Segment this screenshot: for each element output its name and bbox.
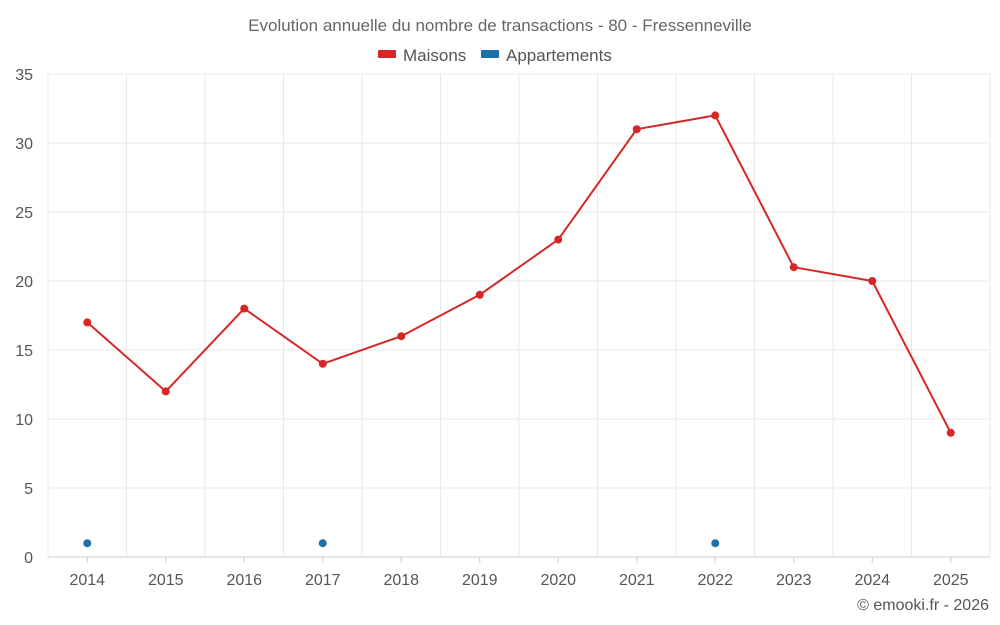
series-appartements — [83, 539, 720, 548]
data-point-maisons[interactable] — [318, 359, 327, 368]
data-point-maisons[interactable] — [475, 290, 484, 299]
x-tick-label: 2024 — [854, 572, 890, 589]
x-axis: 2014 2015 2016 2017 2018 2019 2020 2021 2022 2023… — [69, 557, 969, 589]
chart-title: Evolution annuelle du nombre de transact… — [248, 16, 752, 35]
x-tick-label: 2023 — [776, 572, 812, 589]
series-maisons — [83, 111, 955, 437]
credit-text: © emooki.fr - 2026 — [857, 597, 989, 614]
x-tick-label: 2019 — [462, 572, 498, 589]
y-tick-label: 30 — [15, 136, 33, 153]
data-point-maisons[interactable] — [554, 235, 563, 244]
legend-item-appartements[interactable]: Appartements — [481, 46, 612, 65]
x-tick-label: 2017 — [305, 572, 341, 589]
y-tick-label: 15 — [15, 343, 33, 360]
legend-swatch-appartements — [481, 50, 499, 58]
y-tick-label: 20 — [15, 274, 33, 291]
y-tick-label: 35 — [15, 67, 33, 84]
data-point-maisons[interactable] — [946, 428, 955, 437]
data-point-maisons[interactable] — [161, 387, 170, 396]
gridlines — [47, 73, 991, 558]
y-tick-label: 5 — [24, 481, 33, 498]
data-point-maisons[interactable] — [632, 125, 641, 134]
data-point-maisons[interactable] — [397, 332, 406, 341]
x-tick-label: 2015 — [148, 572, 184, 589]
legend-swatch-maisons — [378, 50, 396, 58]
x-tick-label: 2016 — [226, 572, 262, 589]
y-tick-label: 10 — [15, 412, 33, 429]
legend-item-maisons[interactable]: Maisons — [378, 46, 466, 65]
y-axis: 0 5 10 15 20 25 30 35 — [15, 67, 33, 567]
data-point-appartements[interactable] — [318, 539, 327, 548]
legend-label-appartements: Appartements — [506, 46, 612, 65]
series-line-maisons — [86, 114, 952, 434]
data-point-maisons[interactable] — [868, 277, 877, 285]
data-point-appartements[interactable] — [83, 539, 92, 548]
data-point-maisons[interactable] — [240, 304, 249, 313]
legend-label-maisons: Maisons — [403, 46, 466, 65]
y-tick-label: 25 — [15, 205, 33, 222]
data-point-maisons[interactable] — [83, 318, 92, 327]
data-point-maisons[interactable] — [789, 263, 798, 272]
series-layer — [83, 111, 955, 548]
x-tick-label: 2020 — [540, 572, 576, 589]
legend: Maisons Appartements — [378, 46, 612, 65]
data-point-appartements[interactable] — [711, 539, 720, 548]
data-point-maisons[interactable] — [711, 111, 720, 120]
x-tick-label: 2025 — [933, 572, 969, 589]
x-tick-label: 2022 — [697, 572, 733, 589]
x-tick-label: 2014 — [69, 572, 105, 589]
x-tick-label: 2021 — [619, 572, 655, 589]
x-tick-label: 2018 — [383, 572, 419, 589]
y-tick-label: 0 — [24, 550, 33, 567]
